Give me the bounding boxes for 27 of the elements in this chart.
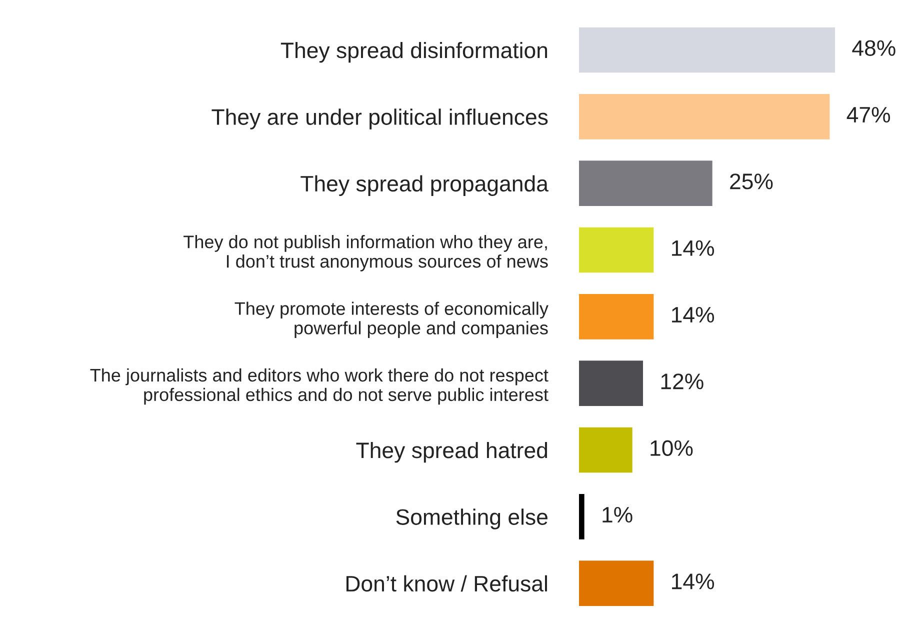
- bar: [579, 560, 654, 606]
- bar: [579, 160, 712, 206]
- y-tick-label: They spread propaganda: [300, 175, 548, 196]
- y-tick-label: Something else: [396, 508, 548, 530]
- y-tick-label: They spread hatred: [356, 442, 548, 463]
- data-label: 1%: [602, 506, 632, 523]
- y-tick-label: They are under political influences: [212, 108, 548, 130]
- bar: [579, 294, 654, 340]
- bar: [579, 27, 835, 73]
- bar: [579, 227, 654, 273]
- data-label: 12%: [661, 374, 704, 390]
- data-label: 14%: [672, 574, 714, 590]
- data-label: 14%: [672, 306, 714, 323]
- bar: [579, 427, 632, 473]
- data-label: 48%: [852, 40, 896, 56]
- y-tick-label: Don’t know / Refusal: [346, 575, 547, 592]
- bar: [579, 494, 584, 540]
- data-label: 10%: [650, 440, 693, 456]
- y-tick-label: They do not publish information who they are, I don’t trust anonymous sources of news: [184, 235, 548, 272]
- bar: [579, 94, 830, 140]
- y-tick-label: They promote interests of economically powerful people and companies: [234, 302, 548, 338]
- bar: [579, 360, 643, 406]
- y-tick-label: They spread disinformation: [280, 42, 548, 63]
- data-label: 14%: [672, 240, 714, 256]
- y-tick-label: The journalists and editors who work there do not respect professional ethics and do not serve public interest: [90, 368, 548, 405]
- data-label: 47%: [846, 106, 890, 123]
- data-label: 25%: [730, 174, 773, 190]
